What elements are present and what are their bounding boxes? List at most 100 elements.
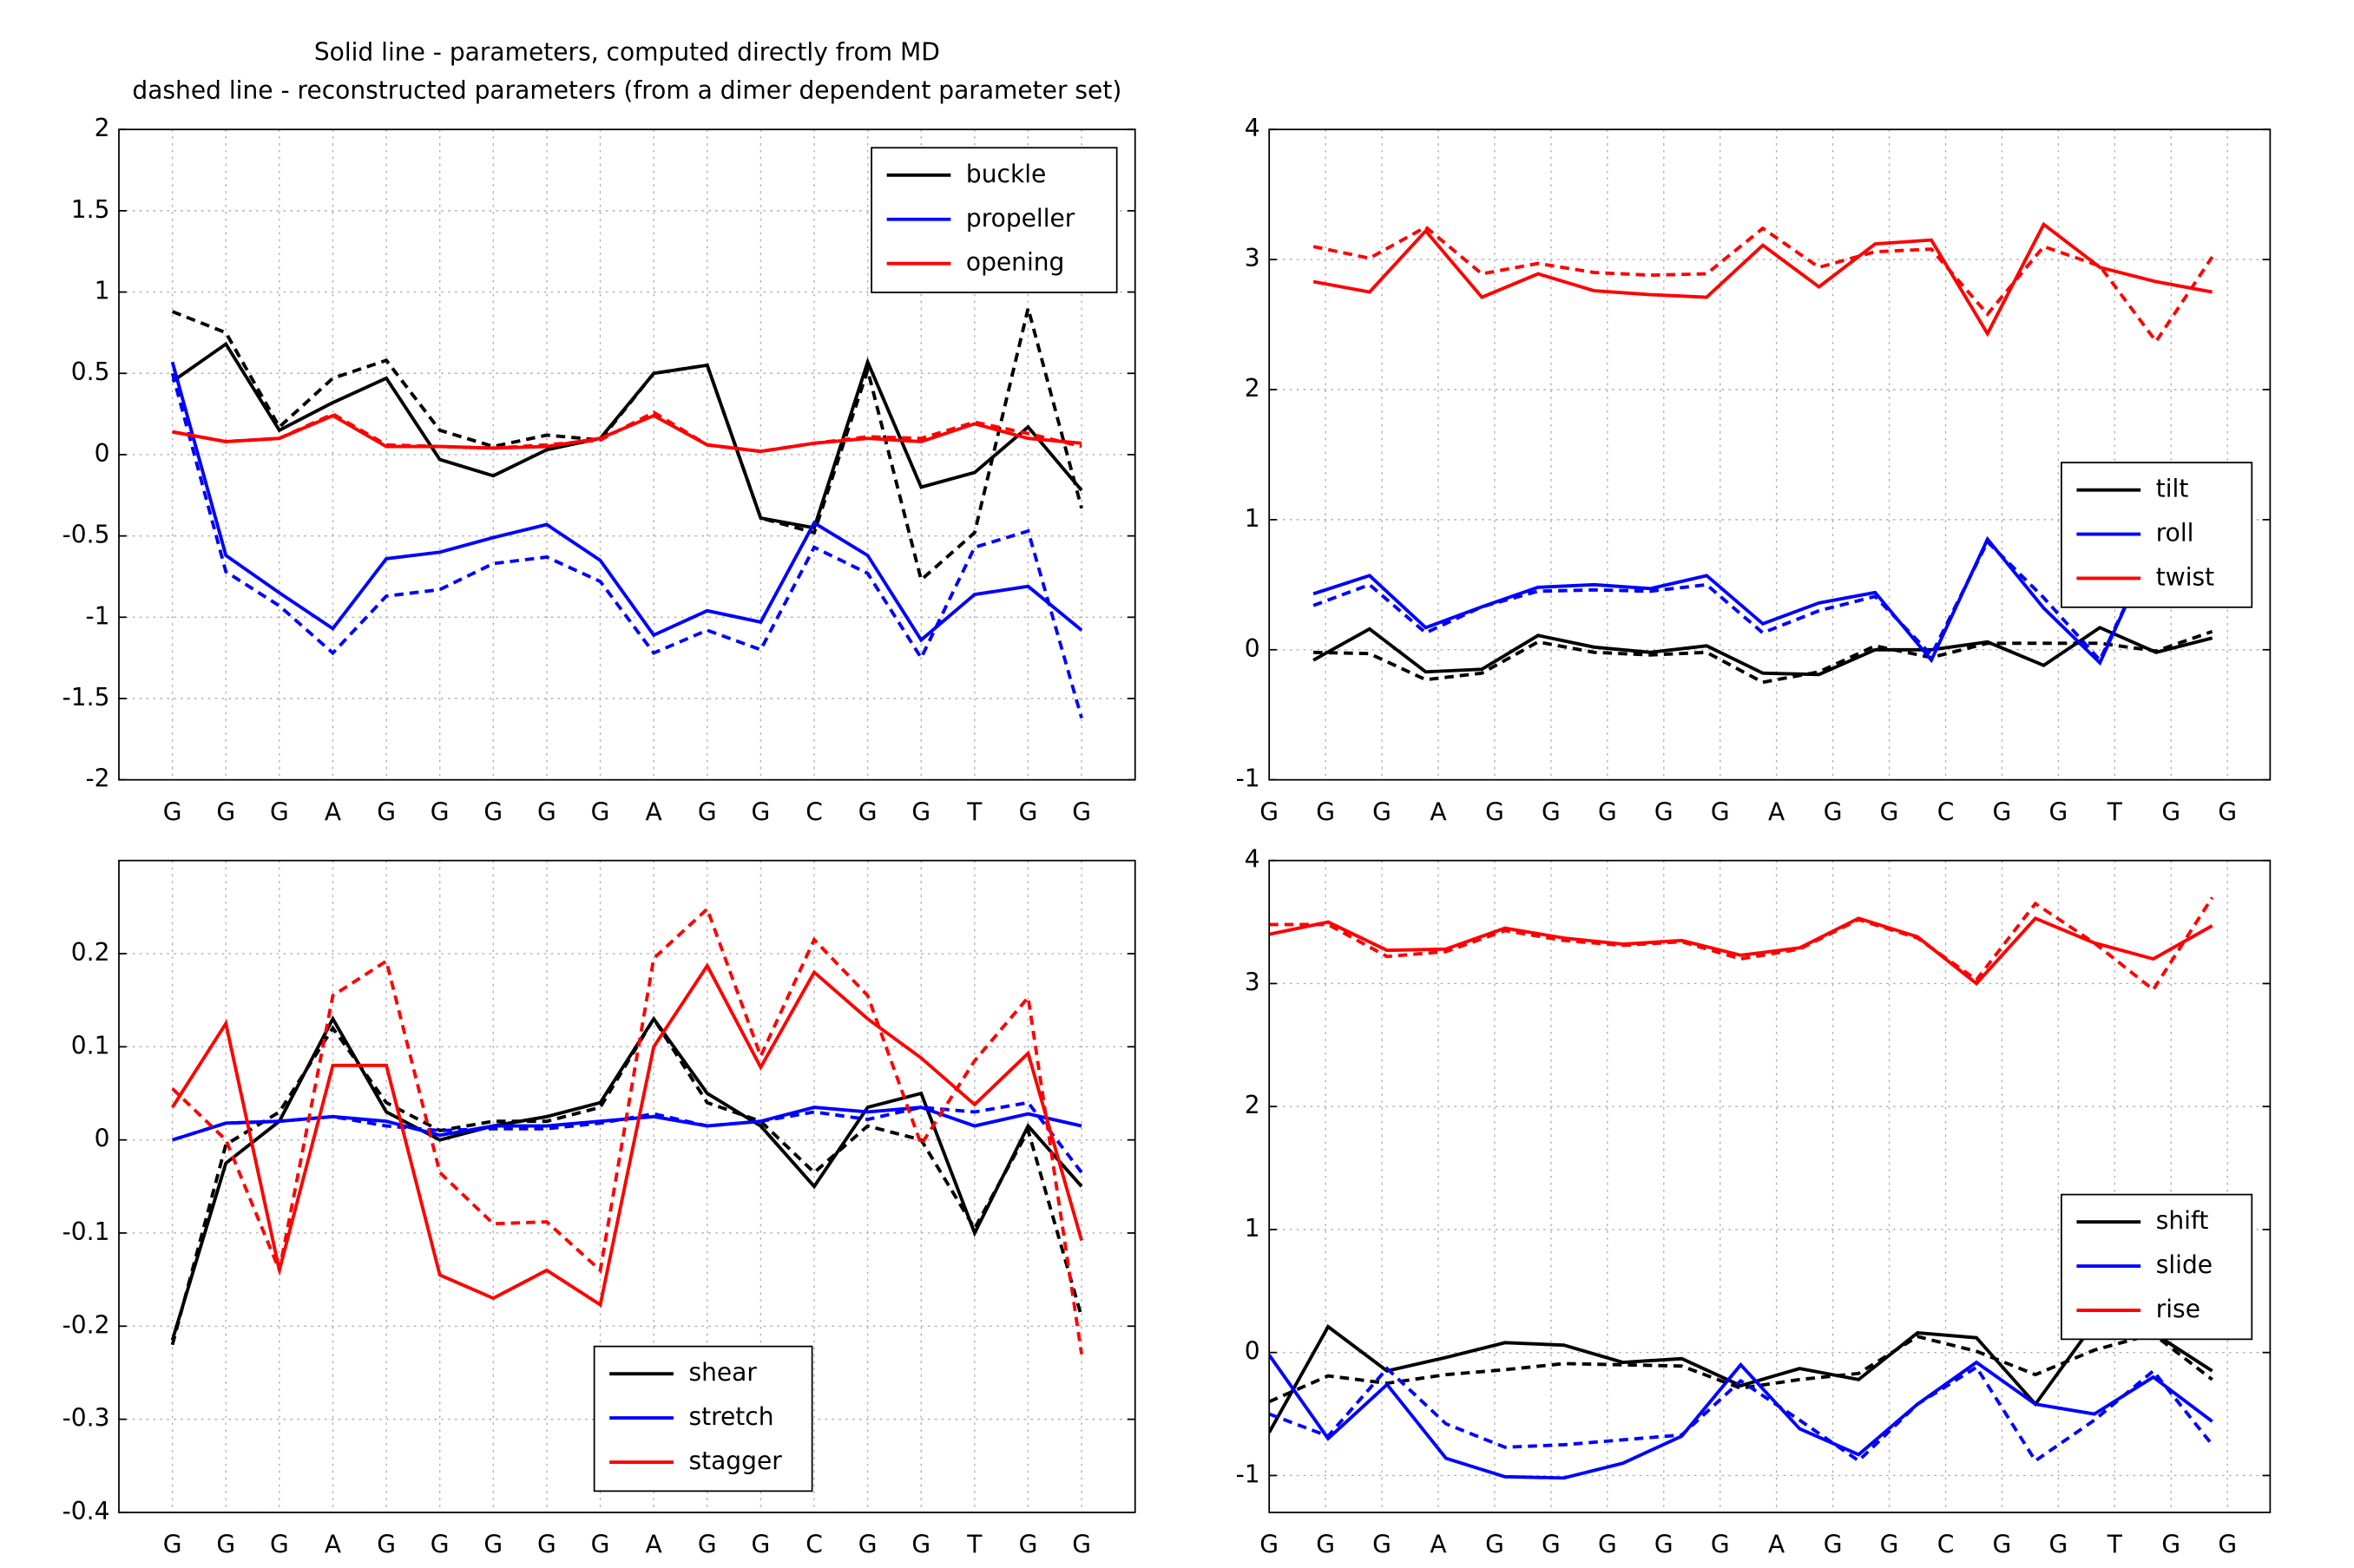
series-line: [170, 962, 1083, 1308]
y-tick-label: 0: [95, 439, 110, 468]
x-tick-label: G: [270, 797, 289, 826]
x-tick-label: G: [1993, 797, 2012, 826]
y-tick-label: 0: [1245, 634, 1260, 663]
x-tick-label: G: [1485, 797, 1504, 826]
y-tick-label: -1: [85, 601, 109, 630]
y-tick-label: 0.5: [71, 358, 110, 386]
x-tick-label: G: [2049, 1531, 2068, 1559]
y-tick-label: 1.5: [71, 195, 110, 224]
y-tick-label: -0.5: [62, 521, 110, 549]
legend-label: roll: [2156, 519, 2194, 548]
y-tick-label: 2: [1245, 374, 1260, 403]
x-tick-label: A: [1430, 797, 1446, 826]
x-tick-label: T: [966, 1531, 983, 1559]
y-tick-label: -0.4: [62, 1497, 110, 1525]
x-tick-label: C: [805, 797, 823, 826]
x-tick-label: G: [1372, 1531, 1391, 1559]
y-tick-label: 1: [1245, 1214, 1260, 1243]
x-tick-label: G: [377, 1531, 396, 1559]
x-tick-label: G: [2049, 797, 2068, 826]
reconstructed-line: [170, 372, 1083, 719]
legend-label: buckle: [966, 160, 1046, 188]
x-tick-label: G: [591, 797, 610, 826]
x-tick-label: G: [537, 1531, 556, 1559]
x-tick-label: G: [1654, 1531, 1673, 1559]
axes-box: [1268, 128, 2272, 781]
x-tick-label: A: [1430, 1531, 1446, 1559]
y-tick-label: 3: [1245, 244, 1260, 272]
y-tick-label: -1.5: [62, 683, 110, 712]
x-tick-label: G: [1542, 797, 1561, 826]
reconstructed-line: [1313, 629, 2213, 685]
x-tick-label: G: [1019, 1531, 1038, 1559]
series-line: [1312, 626, 2213, 677]
y-tick-label: -0.2: [62, 1310, 110, 1339]
series-line: [1269, 1354, 2213, 1480]
series-line: [1312, 535, 2214, 666]
series-line: [170, 1015, 1083, 1341]
x-tick-label: C: [805, 1531, 823, 1559]
x-tick-label: T: [966, 797, 983, 826]
y-tick-label: 0: [1245, 1337, 1260, 1366]
x-tick-label: G: [858, 1531, 878, 1559]
series-line: [1269, 916, 2213, 987]
x-tick-label: G: [163, 797, 182, 826]
x-tick-label: G: [698, 797, 717, 826]
axes-box: [1268, 859, 2272, 1513]
x-tick-label: A: [646, 1531, 662, 1559]
x-tick-label: G: [1824, 797, 1843, 826]
y-tick-label: 2: [1245, 1091, 1260, 1119]
x-tick-label: G: [1316, 1531, 1335, 1559]
x-tick-label: G: [2161, 797, 2180, 826]
axes-box: [118, 859, 1136, 1513]
x-tick-label: G: [163, 1531, 182, 1559]
reconstructed-line: [1269, 1365, 2214, 1464]
y-tick-label: -2: [85, 764, 109, 793]
x-tick-label: G: [270, 1531, 289, 1559]
legend-label: propeller: [966, 204, 1075, 233]
y-tick-label: 0.2: [71, 938, 110, 967]
x-tick-label: G: [591, 1531, 610, 1559]
x-tick-label: A: [325, 797, 341, 826]
x-tick-label: G: [2218, 797, 2237, 826]
x-tick-label: G: [431, 1531, 450, 1559]
x-tick-label: G: [216, 1531, 235, 1559]
y-tick-label: -0.3: [62, 1404, 110, 1433]
x-tick-label: A: [325, 1531, 341, 1559]
legend-label: opening: [966, 248, 1065, 277]
x-tick-label: G: [1259, 797, 1279, 826]
series-line: [1269, 1321, 2213, 1434]
y-tick-label: 1: [1245, 504, 1260, 533]
reconstructed-line: [1269, 1332, 2213, 1404]
x-tick-label: G: [1711, 1531, 1730, 1559]
x-tick-label: G: [1598, 797, 1617, 826]
legend-label: stagger: [688, 1447, 782, 1475]
series-line: [171, 341, 1083, 530]
legend-label: slide: [2156, 1250, 2213, 1279]
x-tick-label: G: [1259, 1531, 1279, 1559]
x-tick-label: G: [911, 797, 930, 826]
y-tick-label: 1: [95, 277, 110, 305]
x-tick-label: G: [1880, 797, 1899, 826]
x-tick-label: A: [1768, 797, 1785, 826]
reconstructed-line: [1312, 225, 2214, 344]
x-tick-label: G: [752, 1531, 771, 1559]
x-tick-label: G: [2218, 1531, 2237, 1559]
x-tick-label: G: [858, 797, 878, 826]
y-tick-label: 0: [95, 1125, 110, 1153]
x-tick-label: G: [1372, 797, 1391, 826]
legend-label: stretch: [688, 1402, 773, 1431]
y-tick-label: 2: [95, 114, 110, 142]
chart-title: dashed line - reconstructed parameters (…: [132, 75, 1121, 104]
x-tick-label: G: [1072, 1531, 1091, 1559]
y-tick-label: -1: [1236, 764, 1260, 793]
x-tick-label: G: [911, 1531, 930, 1559]
x-tick-label: G: [483, 797, 503, 826]
x-tick-label: G: [698, 1531, 717, 1559]
y-tick-label: 4: [1245, 845, 1260, 874]
y-tick-label: 3: [1245, 968, 1260, 996]
x-tick-label: G: [431, 797, 450, 826]
x-tick-label: G: [1654, 797, 1673, 826]
